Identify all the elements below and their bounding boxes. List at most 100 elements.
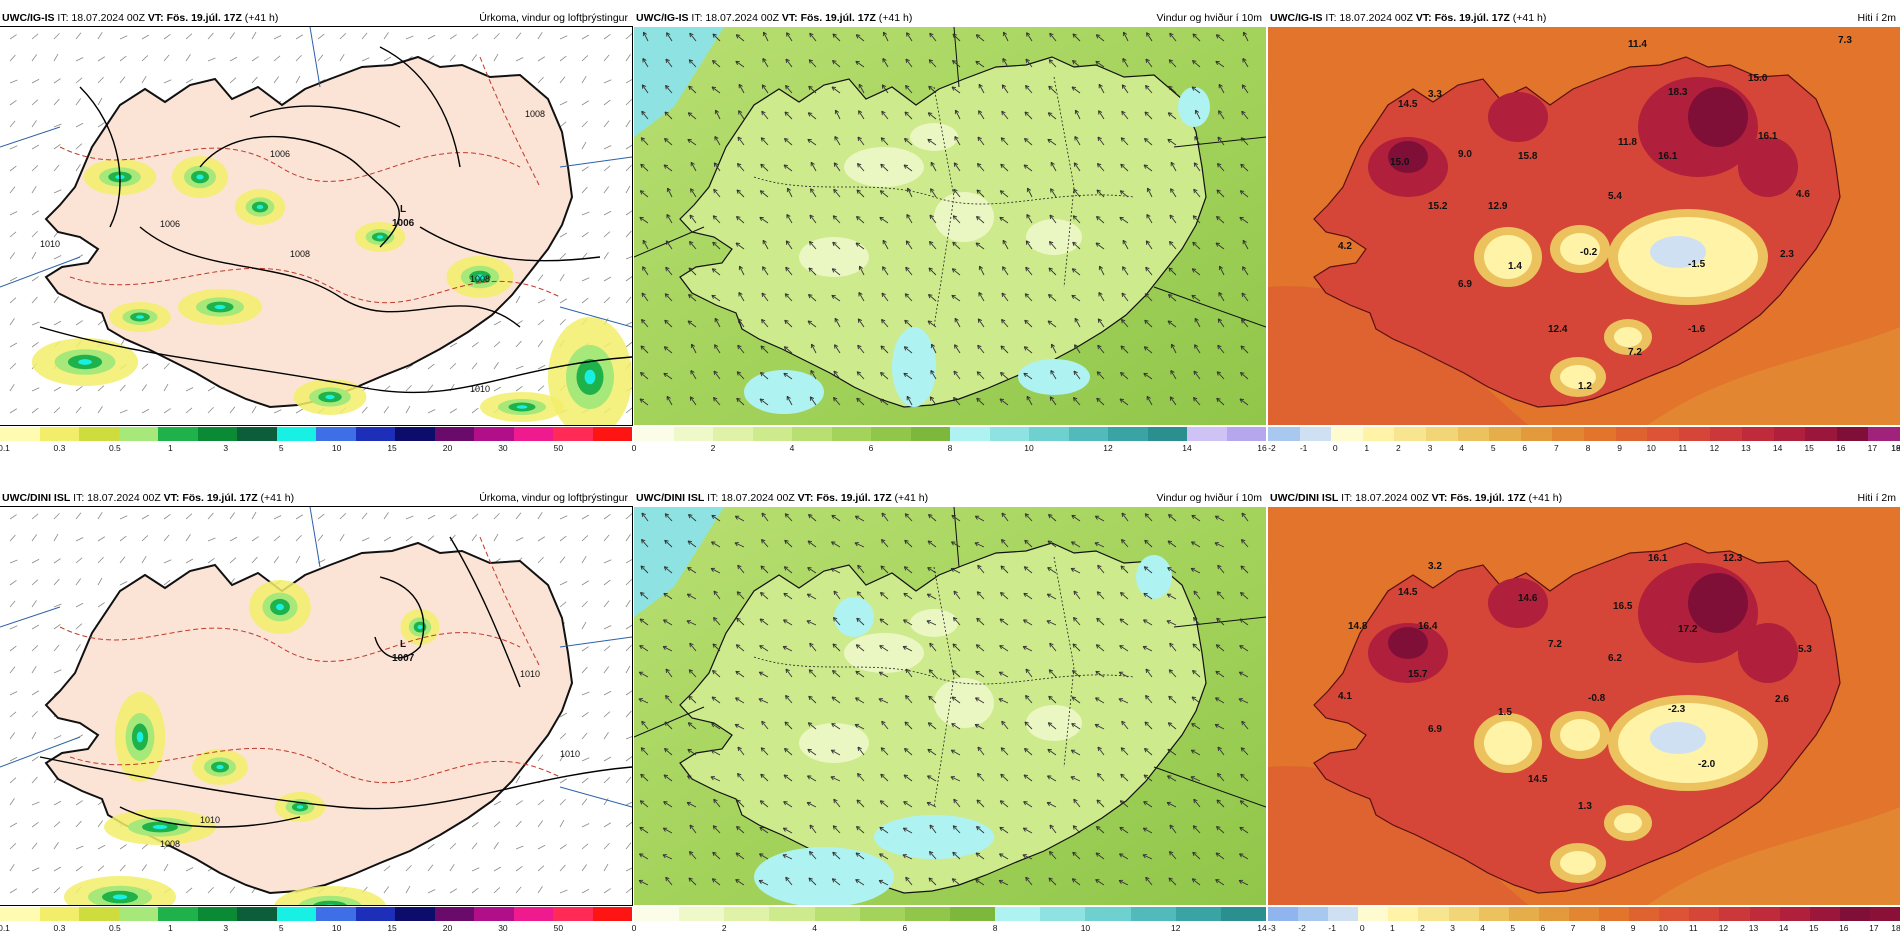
- color-scale-segment: [1742, 427, 1774, 441]
- color-scale-segment: [769, 907, 814, 921]
- panel-header: UWC/DINI ISL IT: 18.07.2024 00Z VT: Fös.…: [1268, 490, 1900, 506]
- run-info: UWC/DINI ISL IT: 18.07.2024 00Z VT: Fös.…: [636, 490, 928, 506]
- color-scale-tick: 15: [1809, 923, 1818, 933]
- color-scale-tick: 10: [1659, 923, 1668, 933]
- color-scale-tick: 4: [1480, 923, 1485, 933]
- color-scale-segment: [593, 427, 633, 441]
- color-scale-segment: [79, 907, 119, 921]
- color-scale-segment: [1029, 427, 1069, 441]
- color-scale-tick: 12: [1103, 443, 1112, 453]
- isobar-label: 1010: [520, 669, 540, 679]
- color-scale-tick: 16: [1836, 443, 1845, 453]
- panel-header: UWC/IG-IS IT: 18.07.2024 00Z VT: Fös. 19…: [1268, 10, 1900, 26]
- color-scale-tick: 20: [443, 443, 452, 453]
- color-scale-segment: [1840, 907, 1870, 921]
- color-scale-tick: 2: [1420, 923, 1425, 933]
- run-info: UWC/DINI ISL IT: 18.07.2024 00Z VT: Fös.…: [1270, 490, 1562, 506]
- color-scale-segment: [553, 907, 593, 921]
- color-scale-segment: [1358, 907, 1388, 921]
- color-scale-segment: [1689, 907, 1719, 921]
- color-scale-tick: 3: [1428, 443, 1433, 453]
- color-scale-segment: [1221, 907, 1266, 921]
- color-scale-tick: 15: [1804, 443, 1813, 453]
- color-scale-tick: 5: [1491, 443, 1496, 453]
- color-scale-segment: [1599, 907, 1629, 921]
- low-pressure-value: 1006: [392, 218, 415, 229]
- color-scale-bar: [634, 427, 1266, 441]
- valid-time: VT: Fös. 19.júl. 17Z: [148, 12, 242, 24]
- color-scale-tick: 18: [1891, 923, 1900, 933]
- color-scale-segment: [119, 427, 159, 441]
- color-scale-tick: 10: [1024, 443, 1033, 453]
- temperature-label: 3.2: [1428, 561, 1442, 572]
- panel-title: Hiti í 2m: [1857, 490, 1896, 506]
- color-scale-tick: 6: [902, 923, 907, 933]
- panel-dini-temp: UWC/DINI ISL IT: 18.07.2024 00Z VT: Fös.…: [1268, 490, 1900, 952]
- color-scale-segment: [277, 907, 317, 921]
- color-scale-tick: 7: [1554, 443, 1559, 453]
- color-scale-tick: 4: [1459, 443, 1464, 453]
- color-scale-tick: 0: [1360, 923, 1365, 933]
- isobar-label: 1008: [525, 109, 545, 119]
- color-scale-segment: [1870, 907, 1900, 921]
- color-scale-tick: 3: [223, 443, 228, 453]
- color-scale-segment: [0, 907, 40, 921]
- isobar-label: 1010: [560, 749, 580, 759]
- panel-dini-wind: UWC/DINI ISL IT: 18.07.2024 00Z VT: Fös.…: [634, 490, 1266, 952]
- panel-igis-precip: UWC/IG-IS IT: 18.07.2024 00Z VT: Fös. 19…: [0, 10, 632, 472]
- model-name: UWC/DINI ISL: [636, 492, 704, 504]
- color-scale-segment: [1176, 907, 1221, 921]
- temperature-label: -0.8: [1588, 693, 1606, 704]
- temperature-label: 4.2: [1338, 241, 1352, 252]
- color-scale-tick: -2: [1268, 443, 1276, 453]
- temperature-label: 14.6: [1518, 593, 1538, 604]
- color-scale-segment: [950, 427, 990, 441]
- color-scale-segment: [860, 907, 905, 921]
- color-scale-segment: [514, 907, 554, 921]
- model-name: UWC/DINI ISL: [1270, 492, 1338, 504]
- color-scale-segment: [871, 427, 911, 441]
- color-scale-segment: [316, 427, 356, 441]
- init-time: IT: 18.07.2024 00Z: [707, 492, 795, 504]
- temperature-label: 18.3: [1668, 87, 1688, 98]
- color-scale-tick: 50: [554, 443, 563, 453]
- isobar-label: 1008: [290, 249, 310, 259]
- color-scale-segment: [1449, 907, 1479, 921]
- color-scale-segment: [1719, 907, 1749, 921]
- color-scale-segment: [674, 427, 714, 441]
- color-scale-tick: 14: [1773, 443, 1782, 453]
- color-scale-segment: [1069, 427, 1109, 441]
- color-scale-tick: 0.5: [109, 923, 121, 933]
- temperature-label: 12.9: [1488, 201, 1508, 212]
- color-scale-segment: [679, 907, 724, 921]
- color-scale-segment: [1268, 907, 1298, 921]
- color-scale-tick: 0: [1333, 443, 1338, 453]
- model-name: UWC/IG-IS: [636, 12, 689, 24]
- color-scale-segment: [237, 427, 277, 441]
- color-scale-bar: [0, 427, 632, 441]
- color-scale-segment: [792, 427, 832, 441]
- color-scale-tick: 0: [632, 923, 637, 933]
- color-scale-segment: [1426, 427, 1458, 441]
- color-scale-segment: [237, 907, 277, 921]
- color-scale-tick: 1: [1390, 923, 1395, 933]
- color-scale-segment: [1363, 427, 1395, 441]
- color-scale-tick: 16: [1839, 923, 1848, 933]
- color-scale-segment: [40, 907, 80, 921]
- panel-title: Úrkoma, vindur og loftþrýstingur: [479, 490, 628, 506]
- color-scale-tick: 0.3: [54, 923, 66, 933]
- temperature-label: 14.5: [1528, 774, 1548, 785]
- temperature-label: 3.3: [1428, 89, 1442, 100]
- color-scale-segment: [990, 427, 1030, 441]
- color-scale-tick: 12: [1710, 443, 1719, 453]
- temperature-label: 16.1: [1648, 553, 1668, 564]
- lead-time: (+41 h): [245, 12, 279, 24]
- color-scale-tick: 6: [1522, 443, 1527, 453]
- color-scale-segment: [1539, 907, 1569, 921]
- temperature-label: 2.6: [1775, 694, 1789, 705]
- color-scale-tick: 0.1: [0, 923, 10, 933]
